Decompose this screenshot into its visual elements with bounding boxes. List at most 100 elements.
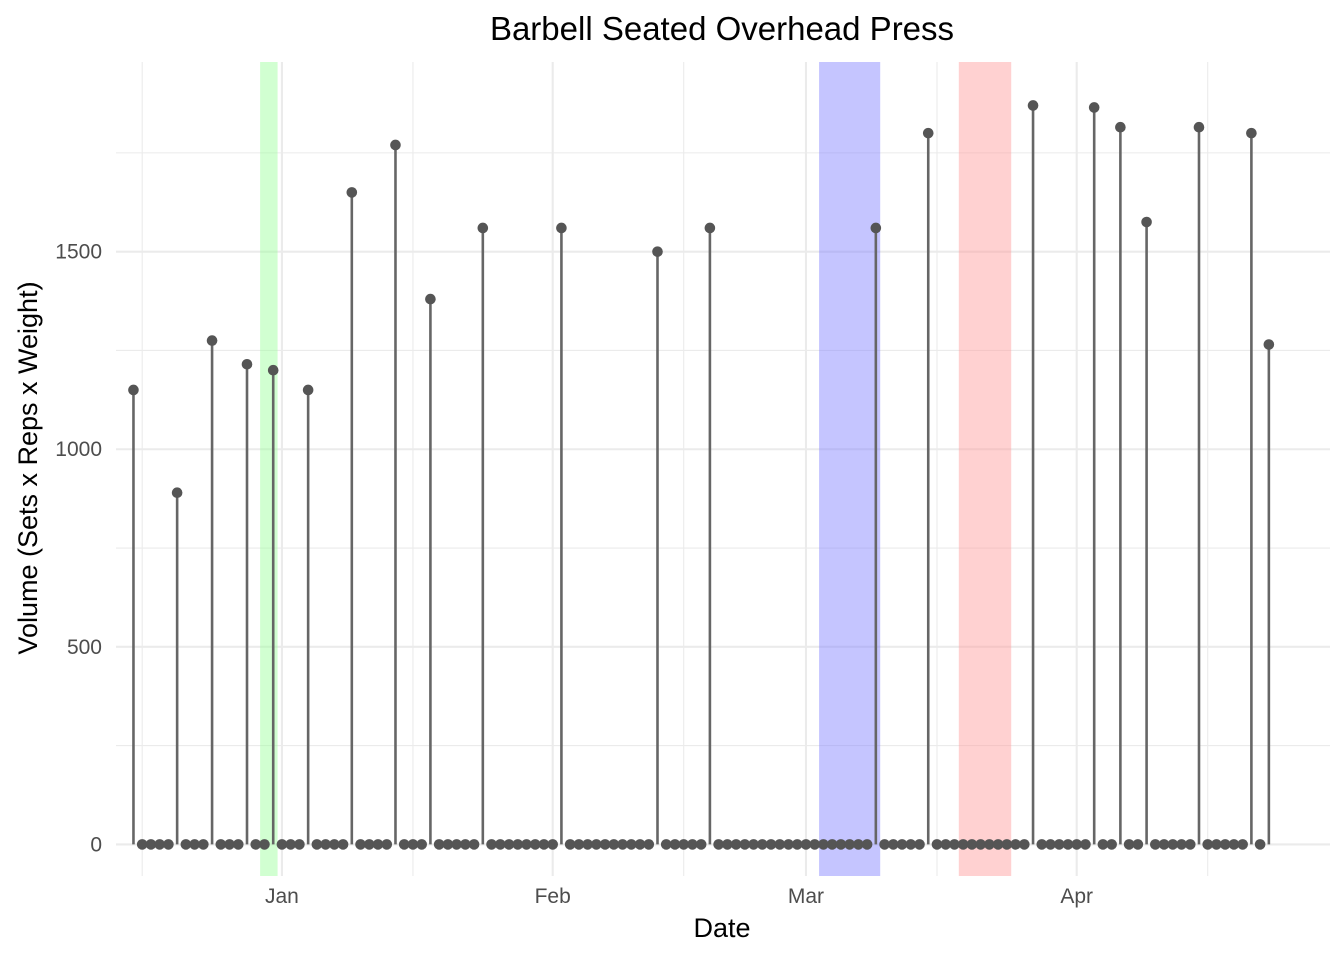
lollipop-point bbox=[879, 839, 890, 850]
lollipop-point bbox=[460, 839, 471, 850]
lollipop-point bbox=[180, 839, 192, 850]
lollipop-point bbox=[267, 364, 279, 376]
lollipop-point bbox=[992, 839, 1004, 850]
lollipop-point bbox=[687, 839, 698, 850]
lollipop-point bbox=[259, 839, 270, 850]
lollipop-point bbox=[1097, 839, 1109, 850]
lollipop-point bbox=[1071, 839, 1083, 850]
lollipop-point bbox=[704, 222, 716, 234]
lollipop-point bbox=[215, 839, 227, 850]
lollipop-point bbox=[477, 222, 489, 234]
lollipop-point bbox=[853, 839, 864, 850]
lollipop-point bbox=[1193, 121, 1205, 133]
lollipop-point bbox=[835, 839, 847, 850]
x-tick-label: Feb bbox=[535, 885, 571, 908]
lollipop-point bbox=[975, 839, 986, 850]
lollipop-point bbox=[1254, 839, 1266, 850]
lollipop-point bbox=[363, 839, 375, 850]
lollipop-point bbox=[599, 839, 611, 850]
lollipop-point bbox=[198, 839, 209, 850]
lollipop-point bbox=[564, 839, 576, 850]
highlight-band bbox=[260, 62, 278, 876]
lollipop-point bbox=[1184, 839, 1196, 850]
lollipop-point bbox=[1228, 839, 1240, 850]
highlight-band bbox=[819, 62, 881, 876]
lollipop-point bbox=[154, 839, 165, 850]
lollipop-point bbox=[818, 839, 829, 850]
lollipop-point bbox=[232, 839, 244, 850]
lollipop-point bbox=[1088, 102, 1100, 113]
lollipop-point bbox=[914, 839, 925, 850]
lollipop-point bbox=[1263, 339, 1275, 350]
lollipop-point bbox=[1036, 839, 1048, 850]
lollipop-point bbox=[311, 839, 323, 850]
lollipop-point bbox=[302, 384, 314, 396]
lollipop-point bbox=[285, 839, 296, 850]
lollipop-point bbox=[451, 839, 462, 850]
lollipop-points bbox=[128, 100, 1275, 850]
lollipop-point bbox=[294, 839, 305, 850]
lollipop-point bbox=[1019, 839, 1030, 850]
lollipop-point bbox=[1053, 839, 1065, 850]
lollipop-point bbox=[957, 839, 969, 850]
lollipop-point bbox=[582, 839, 593, 850]
lollipop-point bbox=[652, 246, 663, 257]
lollipop-point bbox=[809, 839, 821, 850]
lollipop-point bbox=[241, 358, 253, 370]
lollipop-point bbox=[844, 839, 855, 850]
lollipop-point bbox=[128, 384, 139, 396]
lollipop-point bbox=[765, 839, 777, 850]
lollipop-point bbox=[625, 839, 637, 850]
lollipop-point bbox=[529, 839, 541, 850]
y-axis-title: Volume (Sets x Reps x Weight) bbox=[13, 281, 43, 654]
lollipop-point bbox=[896, 839, 908, 850]
x-tick-label: Mar bbox=[788, 885, 824, 908]
lollipop-point bbox=[145, 839, 157, 850]
lollipop-point bbox=[643, 839, 655, 850]
lollipop-point bbox=[1115, 121, 1126, 133]
lollipop-point bbox=[591, 839, 602, 850]
lollipop-point bbox=[329, 839, 340, 850]
lollipop-point bbox=[922, 127, 934, 139]
lollipop-point bbox=[416, 839, 427, 850]
lollipop-point bbox=[966, 839, 978, 850]
x-tick-label: Jan bbox=[265, 885, 299, 908]
lollipop-point bbox=[1062, 839, 1074, 850]
lollipop-point bbox=[730, 839, 742, 850]
lollipop-point bbox=[678, 839, 689, 850]
lollipop-point bbox=[433, 839, 445, 850]
y-tick-label: 1000 bbox=[55, 438, 102, 461]
lollipop-point bbox=[355, 839, 366, 850]
lollipop-point bbox=[722, 839, 733, 850]
lollipop-point bbox=[905, 839, 917, 850]
lollipop-point bbox=[660, 839, 672, 850]
lollipop-point bbox=[1246, 127, 1257, 139]
lollipop-point bbox=[888, 839, 899, 850]
lollipop-point bbox=[800, 839, 812, 850]
y-tick-label: 500 bbox=[67, 636, 102, 659]
lollipop-point bbox=[826, 839, 838, 850]
highlight-band bbox=[958, 62, 1012, 876]
lollipop-point bbox=[940, 839, 952, 850]
lollipop-point bbox=[695, 839, 707, 850]
lollipop-point bbox=[1123, 839, 1135, 850]
lollipop-point bbox=[442, 839, 454, 850]
lollipop-point bbox=[512, 839, 524, 850]
lollipop-point bbox=[1158, 839, 1170, 850]
lollipop-point bbox=[494, 839, 506, 850]
lollipop-point bbox=[861, 839, 873, 850]
x-tick-label: Apr bbox=[1060, 885, 1093, 908]
lollipop-point bbox=[791, 839, 803, 850]
lollipop-point bbox=[1141, 216, 1152, 228]
axis-tick-labels: 0 500 1000 1500 Jan Feb Mar Apr bbox=[55, 241, 1093, 908]
lollipop-point bbox=[486, 839, 497, 850]
lollipop-point bbox=[748, 839, 759, 850]
lollipop-point bbox=[407, 839, 419, 850]
lollipop-point bbox=[1132, 839, 1144, 850]
lollipop-point bbox=[1211, 839, 1222, 850]
lollipop-point bbox=[1237, 839, 1248, 850]
lollipop-point bbox=[1080, 839, 1091, 850]
lollipop-point bbox=[949, 839, 960, 850]
lollipop-point bbox=[573, 839, 585, 850]
lollipop-point bbox=[757, 839, 768, 850]
